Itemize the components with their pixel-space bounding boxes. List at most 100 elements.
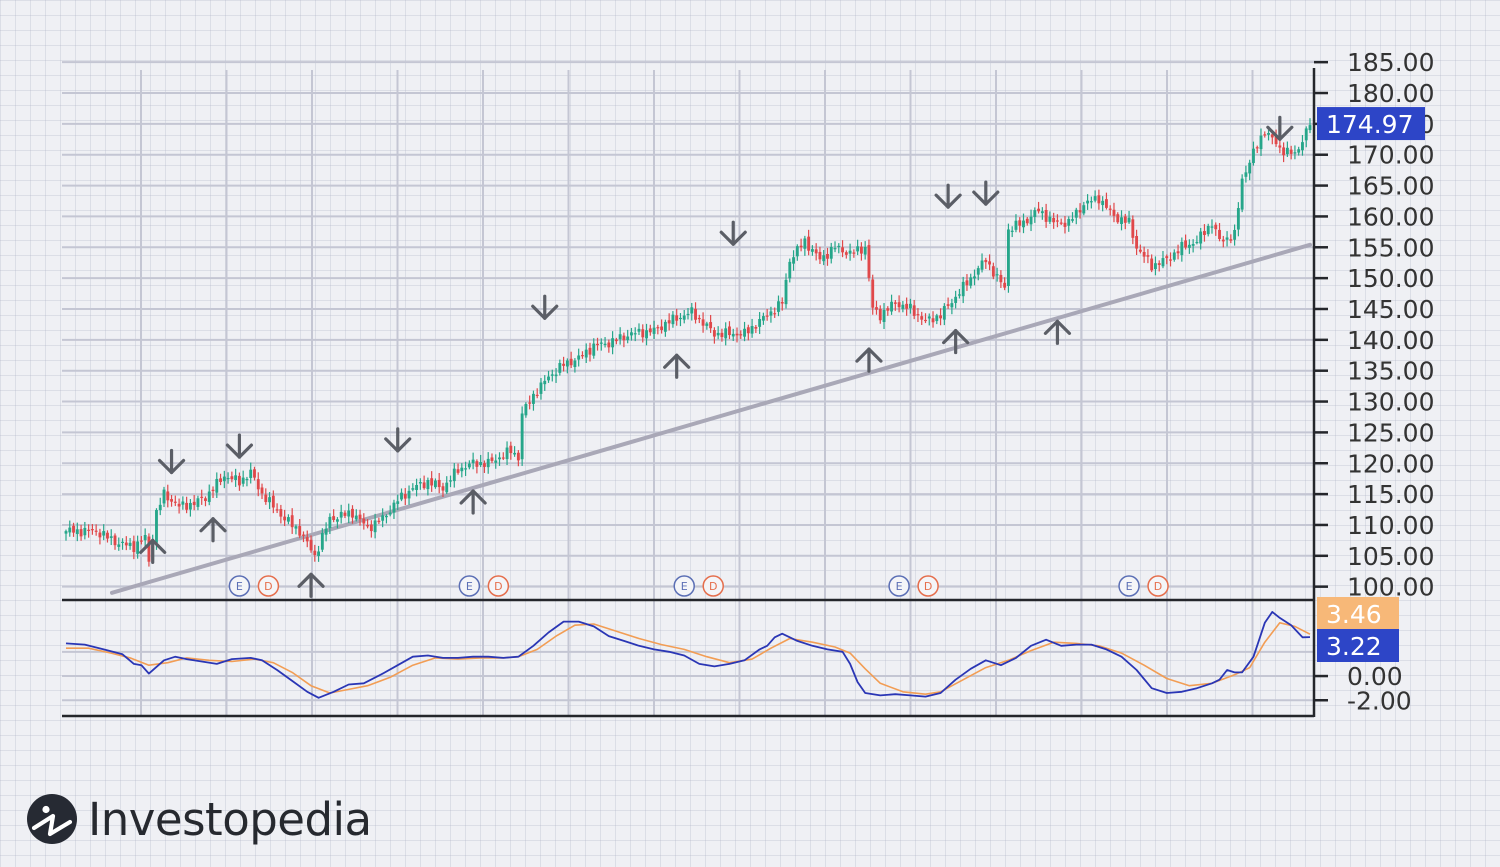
candle-body: [294, 526, 298, 529]
candle-body: [562, 363, 566, 366]
candle-body: [286, 517, 290, 522]
candle-body: [852, 252, 856, 254]
candle-body: [283, 516, 287, 521]
candle-body: [351, 508, 354, 518]
candle-body: [256, 479, 260, 490]
candle-body: [75, 529, 79, 535]
candle-body: [1172, 252, 1176, 260]
candle-body: [83, 527, 87, 536]
candle-body: [954, 296, 958, 303]
candle-body: [490, 457, 494, 461]
candle-body: [173, 501, 177, 503]
candle-body: [844, 252, 848, 255]
candle-body: [769, 311, 773, 316]
candle-body: [219, 478, 222, 482]
candle-body: [554, 374, 558, 377]
candle-body: [113, 535, 117, 546]
candle-body: [422, 482, 426, 489]
candle-body: [437, 479, 441, 488]
candle-body: [818, 251, 822, 260]
candle-body: [486, 458, 490, 468]
arrow-down-icon: [531, 294, 559, 320]
candle-body: [309, 539, 313, 551]
candle-body: [1184, 240, 1188, 248]
candle-body: [1308, 125, 1312, 131]
dividend-marker: D: [257, 575, 280, 597]
y-tick-label: 100.00: [1347, 573, 1434, 602]
candle-body: [596, 343, 599, 346]
y-tick-label: 135.00: [1347, 357, 1434, 386]
candle-body: [369, 524, 373, 532]
candle-body: [648, 328, 652, 333]
candle-body: [1263, 134, 1267, 136]
candle-body: [94, 530, 98, 532]
candle-body: [701, 319, 705, 326]
candle-body: [1233, 229, 1237, 240]
candle-body: [279, 509, 283, 517]
candle-body: [1169, 259, 1172, 261]
macd-line: [65, 611, 1311, 699]
candle-body: [467, 463, 471, 468]
candle-body: [1244, 172, 1248, 177]
marker-label: E: [1126, 580, 1133, 593]
y-tick-label: -2.00: [1347, 686, 1412, 715]
candle-body: [298, 526, 302, 536]
candle-body: [181, 501, 185, 505]
candle-body: [188, 502, 192, 510]
candle-body: [686, 313, 690, 316]
arrow-head: [663, 353, 691, 369]
candle-body: [207, 491, 211, 502]
y-tick-label: 160.00: [1347, 202, 1434, 231]
candle-body: [1003, 282, 1007, 288]
candle-body: [1116, 214, 1120, 223]
candle-body: [957, 294, 961, 296]
candle-body: [1214, 224, 1218, 230]
candle-body: [709, 322, 713, 329]
y-tick-label: 105.00: [1347, 542, 1434, 571]
candle-body: [641, 329, 645, 338]
candle-body: [603, 343, 607, 345]
candle-body: [1040, 211, 1044, 214]
candle-body: [162, 489, 166, 504]
candle-body: [158, 504, 162, 511]
candle-body: [731, 333, 735, 337]
marker-label: D: [494, 580, 502, 593]
candle-body: [935, 315, 939, 322]
candle-body: [72, 525, 75, 533]
candle-body: [1176, 251, 1180, 254]
candle-body: [260, 487, 264, 494]
candle-body: [724, 328, 728, 339]
candle-body: [441, 486, 445, 491]
candle-body: [912, 305, 916, 316]
candle-body: [1293, 152, 1297, 154]
candle-body: [106, 532, 109, 539]
candle-body: [124, 542, 128, 546]
arrow-head: [531, 304, 559, 320]
candle-body: [1108, 208, 1112, 210]
candle-body: [848, 250, 852, 254]
y-axis-ticks: 185.00180.00175.00170.00165.00160.00155.…: [1314, 48, 1434, 715]
y-tick-label: 170.00: [1347, 141, 1434, 170]
candle-body: [637, 328, 641, 332]
candle-body: [893, 302, 897, 304]
candle-body: [758, 319, 762, 327]
candle-body: [1236, 208, 1240, 230]
investopedia-logo: Investopedia: [26, 788, 372, 850]
chart-gridlines: [62, 61, 1314, 716]
value-tag-text: 174.97: [1326, 110, 1413, 139]
candle-body: [697, 317, 701, 320]
candle-body: [102, 531, 106, 536]
candle-body: [366, 525, 370, 527]
candle-body: [592, 343, 596, 356]
candle-body: [980, 260, 984, 270]
candle-body: [950, 303, 954, 308]
arrow-up-icon: [855, 347, 883, 373]
candle-body: [275, 509, 279, 511]
arrow-head: [459, 489, 487, 505]
candle-body: [1037, 208, 1041, 212]
candle-body: [324, 528, 328, 535]
marker-label: E: [896, 580, 903, 593]
candle-body: [927, 316, 931, 319]
candle-body: [1282, 147, 1286, 156]
